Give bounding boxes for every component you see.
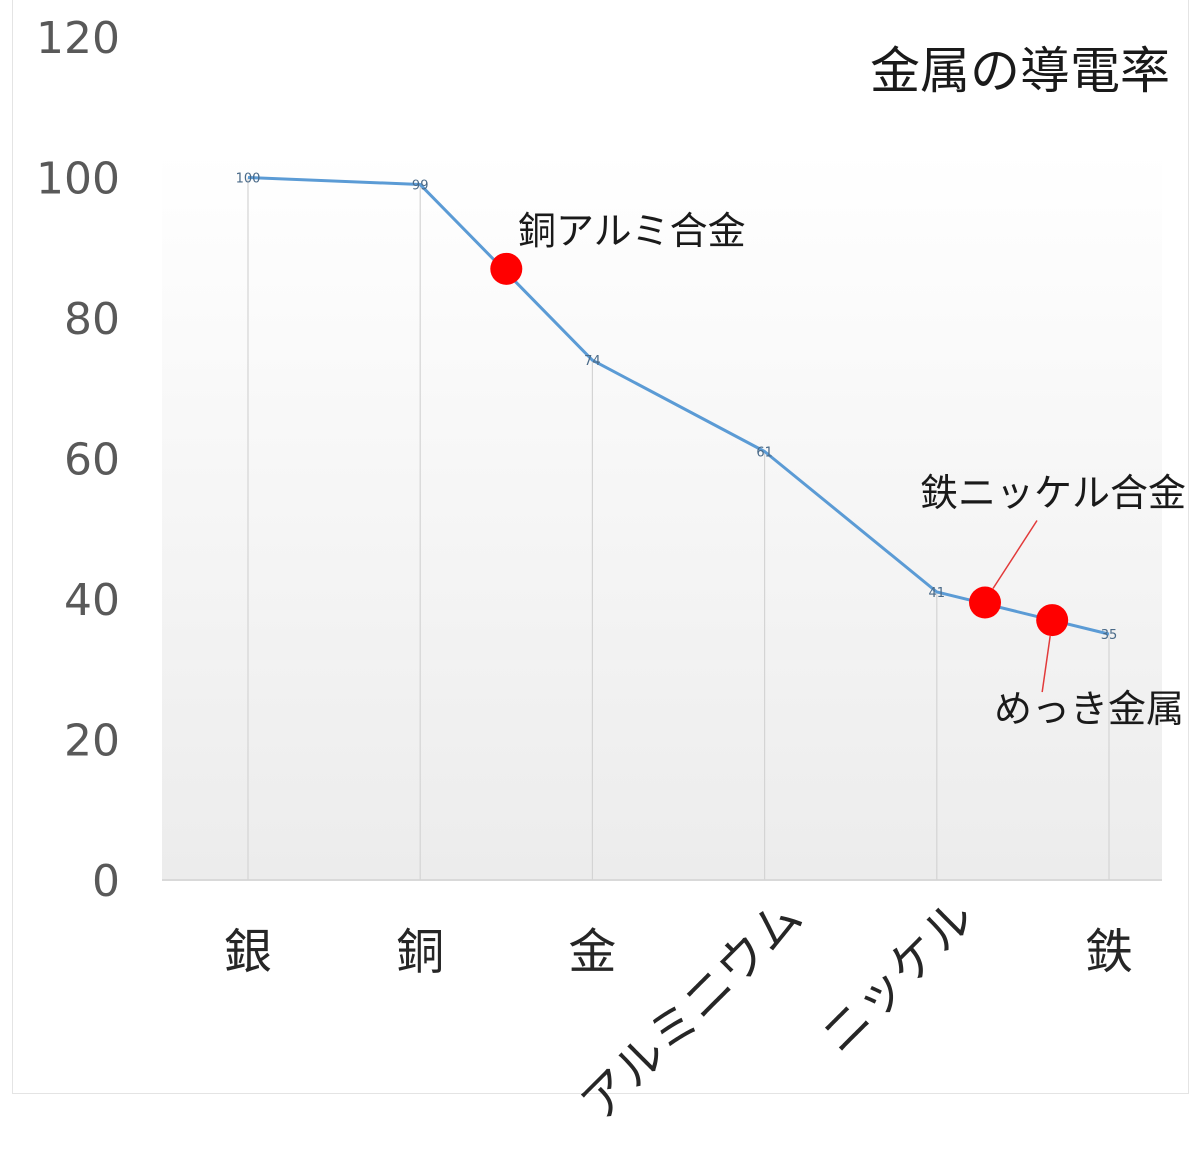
annotation-leader-line — [992, 520, 1038, 589]
x-tick-label: ニッケル — [810, 889, 985, 1064]
x-tick-label: 銀 — [224, 924, 272, 980]
x-tick-label: 金 — [568, 924, 616, 980]
data-label: 41 — [929, 586, 946, 601]
highlight-marker — [969, 586, 1002, 619]
y-tick-label: 100 — [36, 154, 120, 205]
annotation-leader-line — [1041, 635, 1051, 693]
y-tick-label: 80 — [64, 294, 120, 345]
annotation-label: めっき金属 — [994, 687, 1184, 731]
annotation-label: 銅アルミ合金 — [518, 209, 746, 253]
y-tick-label: 20 — [64, 716, 120, 767]
series-line — [247, 176, 1110, 636]
highlight-marker — [490, 252, 523, 285]
data-label: 74 — [584, 354, 601, 369]
x-tick-label: 銅 — [396, 924, 444, 980]
y-tick-label: 40 — [64, 575, 120, 626]
y-tick-label: 120 — [36, 13, 120, 64]
data-label: 61 — [756, 445, 773, 460]
annotation-label: 鉄ニッケル合金 — [920, 471, 1186, 515]
data-label: 35 — [1101, 628, 1118, 643]
y-tick-label: 0 — [92, 856, 120, 907]
y-tick-label: 60 — [64, 435, 120, 486]
highlight-marker — [1036, 604, 1069, 637]
plot-area-background — [162, 150, 1162, 880]
data-label: 100 — [236, 172, 261, 187]
data-label: 99 — [412, 179, 429, 194]
chart-title: 金属の導電率 — [870, 42, 1170, 100]
x-tick-label: 鉄 — [1085, 924, 1133, 980]
